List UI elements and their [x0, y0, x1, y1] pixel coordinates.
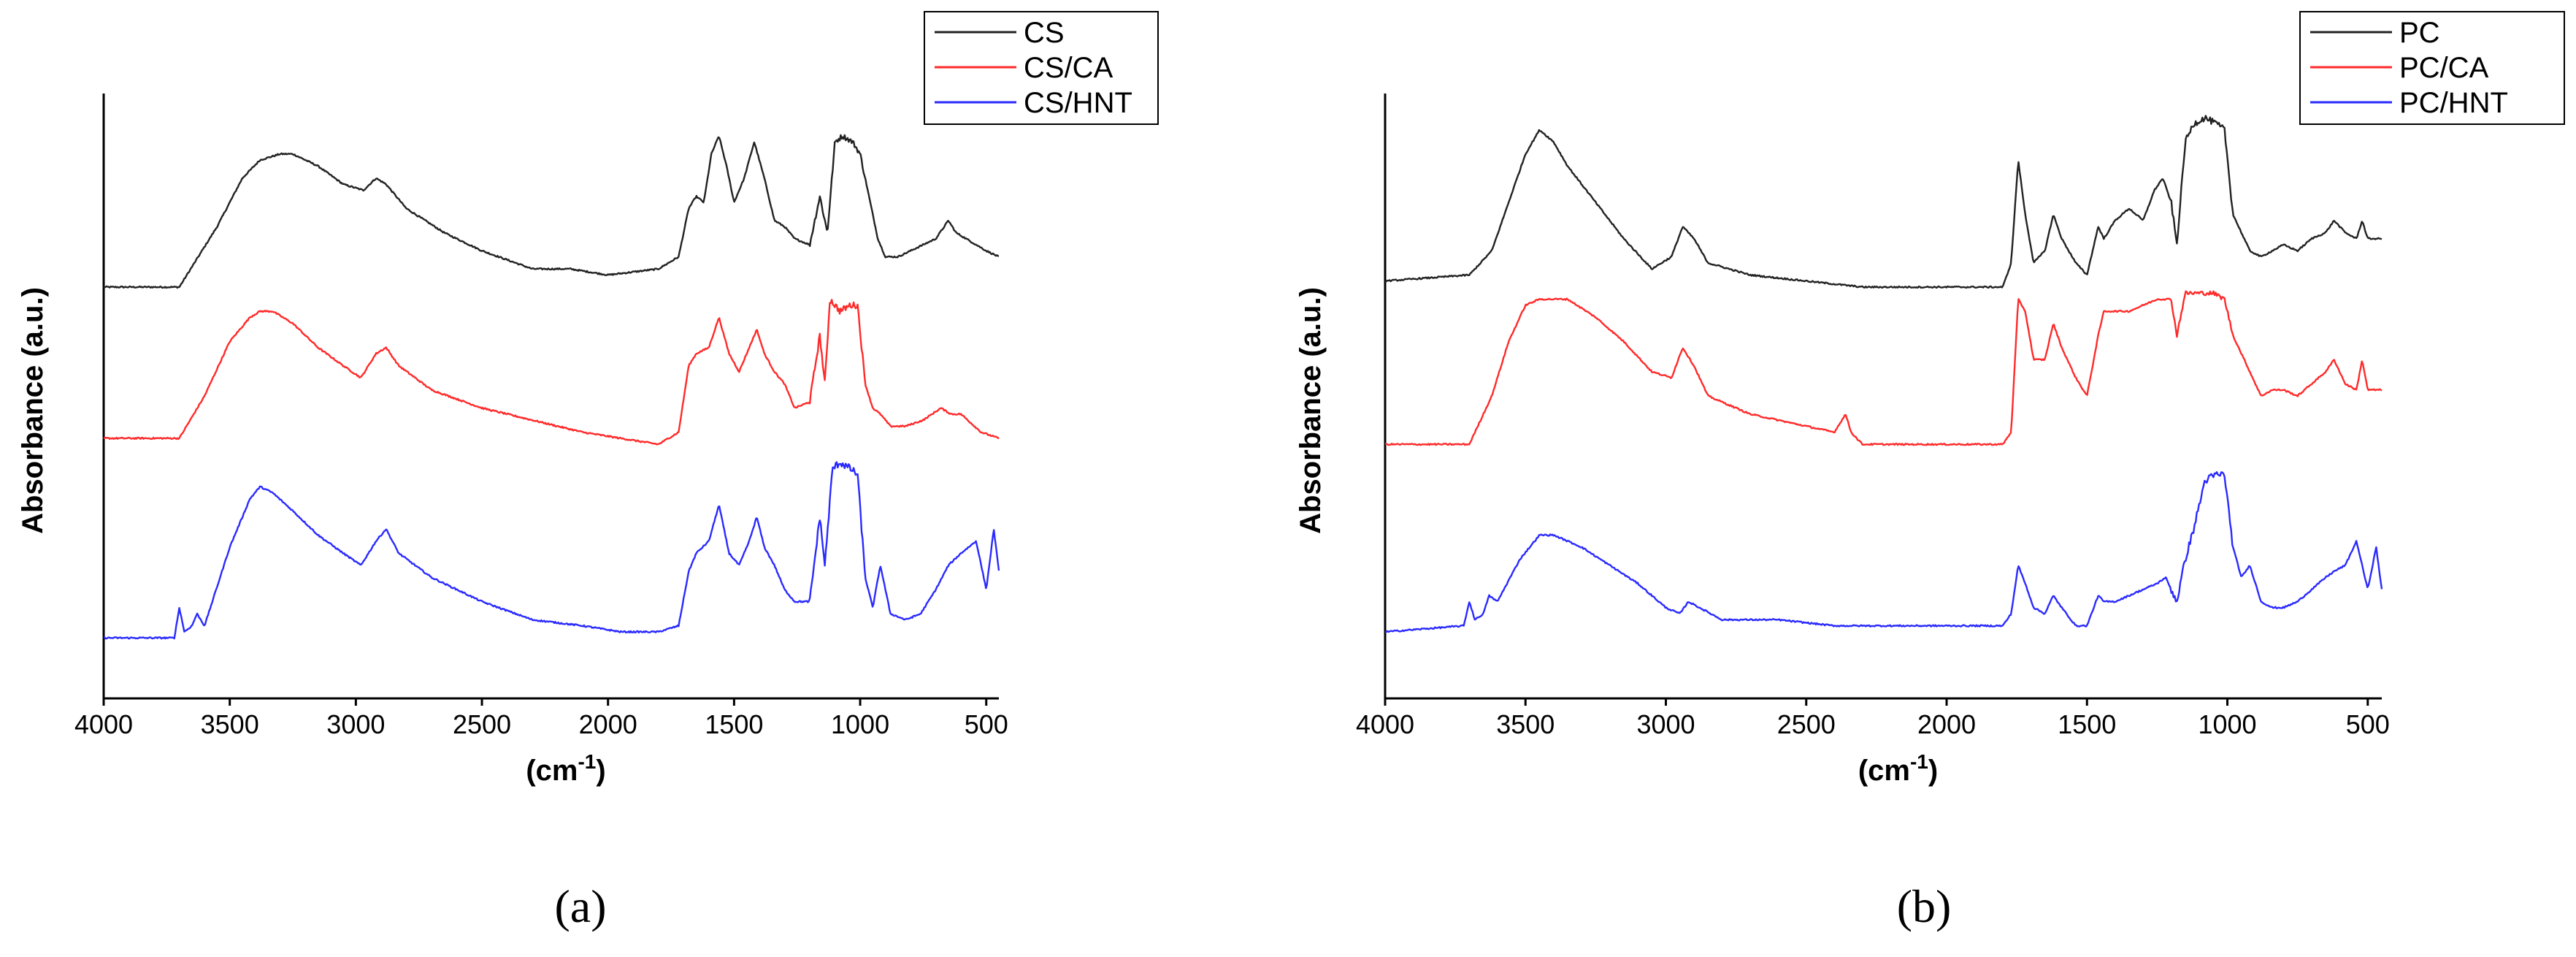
- series-line-cs-hnt: [103, 461, 1000, 640]
- legend-label: PC/HNT: [2399, 87, 2508, 119]
- x-tick-label: 1500: [705, 709, 763, 739]
- legend-label: PC: [2399, 17, 2440, 49]
- y-axis-title: Absorbance (a.u.): [17, 287, 49, 534]
- series-line-pc: [1384, 115, 2383, 289]
- x-tick-label: 2000: [1917, 709, 1976, 739]
- y-axis-title: Absorbance (a.u.): [1295, 287, 1327, 534]
- x-axis-title: (cm-1): [526, 750, 605, 787]
- legend-label: CS/HNT: [1024, 87, 1132, 119]
- x-tick-label: 3000: [326, 709, 385, 739]
- chart-panel-a: 4000 3500 3000 2500 2000 1500 1000 500 (cm-1) Abs…: [17, 11, 1159, 932]
- legend-label: PC/CA: [2399, 52, 2489, 84]
- legend-label: CS: [1024, 17, 1065, 49]
- x-tick-label: 1000: [831, 709, 889, 739]
- x-tick-label: 500: [2346, 709, 2390, 739]
- series-line-pc-ca: [1384, 290, 2383, 446]
- legend-box: [2299, 11, 2565, 125]
- x-tick-label: 500: [965, 709, 1008, 739]
- series-line-cs: [103, 134, 1000, 289]
- x-axis-title: (cm-1): [1858, 750, 1938, 787]
- x-tick-label: 2500: [1777, 709, 1836, 739]
- series-line-pc-hnt: [1384, 471, 2383, 633]
- x-tick-label: 4000: [74, 709, 133, 739]
- x-tick-label: 3500: [1496, 709, 1555, 739]
- x-tick-label: 1500: [2058, 709, 2116, 739]
- series-line-cs-ca: [103, 299, 1000, 446]
- x-tick-label: 4000: [1356, 709, 1414, 739]
- panel-label: (a): [554, 880, 606, 932]
- chart-panel-b: 4000 3500 3000 2500 2000 1500 1000 500 (cm-1) Abs…: [1295, 11, 2565, 932]
- legend-label: CS/CA: [1024, 52, 1113, 84]
- x-tick-label: 3000: [1636, 709, 1695, 739]
- x-tick-label: 2000: [579, 709, 637, 739]
- legend-box: [924, 11, 1159, 125]
- panel-label: (b): [1897, 880, 1952, 932]
- x-tick-label: 3500: [201, 709, 259, 739]
- x-tick-label: 1000: [2198, 709, 2256, 739]
- x-tick-label: 2500: [453, 709, 511, 739]
